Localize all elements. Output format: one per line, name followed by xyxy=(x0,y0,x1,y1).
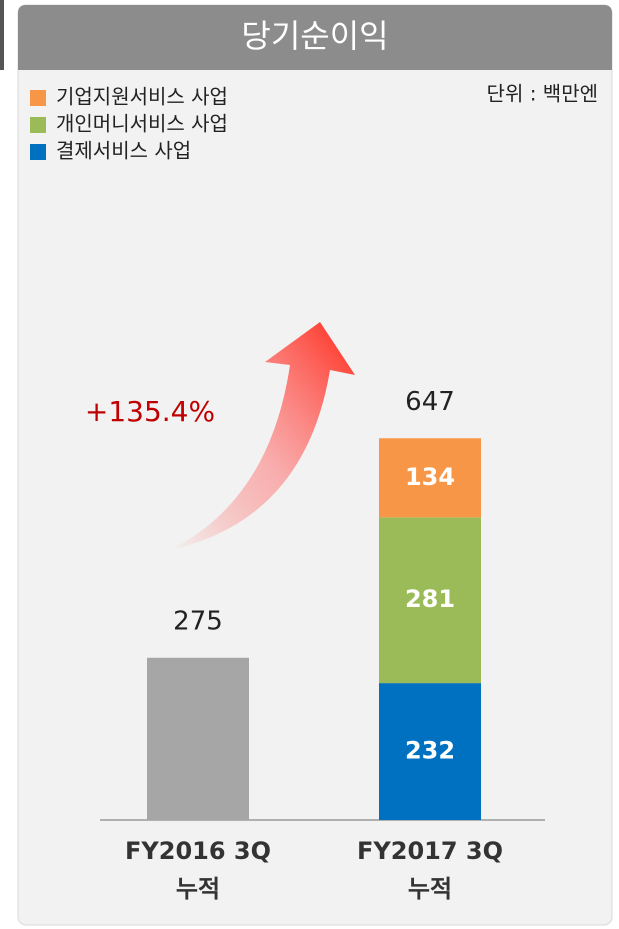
legend-swatch xyxy=(30,117,46,133)
x-tick-label: FY2017 3Q xyxy=(357,837,503,865)
segment-label: 134 xyxy=(405,463,455,491)
x-tick-label: FY2016 3Q xyxy=(125,837,271,865)
growth-arrow xyxy=(170,322,355,550)
legend-label: 개인머니서비스 사업 xyxy=(56,112,228,136)
legend-label: 기업지원서비스 사업 xyxy=(56,85,228,109)
x-tick-label: 누적 xyxy=(176,875,220,903)
segment-label: 232 xyxy=(405,737,455,765)
bar xyxy=(147,657,249,820)
x-tick-label: 누적 xyxy=(408,875,452,903)
header-bar xyxy=(18,5,612,70)
unit-label: 단위 : 백만엔 xyxy=(487,82,598,106)
annotation: +135.4% xyxy=(85,395,215,428)
bar-segment xyxy=(379,683,481,820)
edge xyxy=(0,0,4,70)
legend-swatch xyxy=(30,90,46,106)
chart-title: 당기순이익 xyxy=(241,17,388,55)
total-label: 647 xyxy=(405,387,455,417)
bar-segment xyxy=(379,517,481,684)
legend-label: 결제서비스 사업 xyxy=(56,139,191,163)
bar-segment xyxy=(379,438,481,518)
total-label: 275 xyxy=(173,606,223,636)
segment-label: 281 xyxy=(405,585,455,613)
legend-swatch xyxy=(30,144,46,160)
